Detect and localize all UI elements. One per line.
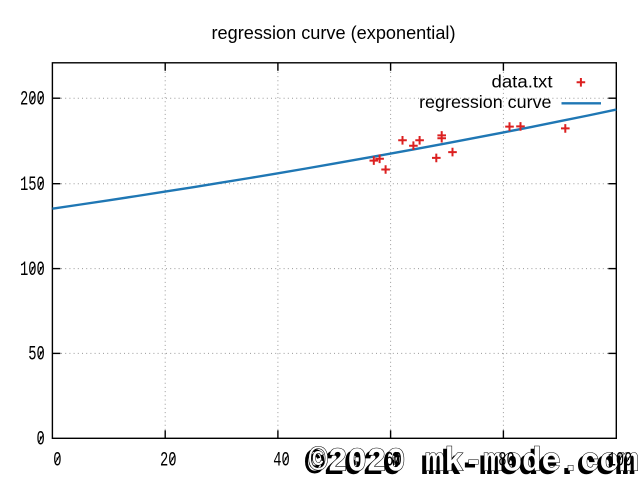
svg-text:20: 20 bbox=[160, 449, 177, 472]
svg-text:80: 80 bbox=[498, 449, 515, 472]
svg-text:100: 100 bbox=[608, 449, 633, 472]
svg-text:150: 150 bbox=[20, 174, 45, 197]
svg-text:regression curve: regression curve bbox=[419, 92, 551, 112]
svg-text:©2020 mk-mode.com: ©2020 mk-mode.com bbox=[309, 444, 639, 480]
svg-text:0: 0 bbox=[53, 449, 61, 472]
svg-text:data.txt: data.txt bbox=[492, 72, 553, 92]
svg-text:60: 60 bbox=[385, 449, 402, 472]
svg-text:50: 50 bbox=[28, 343, 45, 366]
svg-text:©2020 mk-mode.com: ©2020 mk-mode.com bbox=[305, 447, 635, 480]
svg-text:regression curve (exponential): regression curve (exponential) bbox=[212, 22, 456, 43]
svg-text:40: 40 bbox=[273, 449, 290, 472]
